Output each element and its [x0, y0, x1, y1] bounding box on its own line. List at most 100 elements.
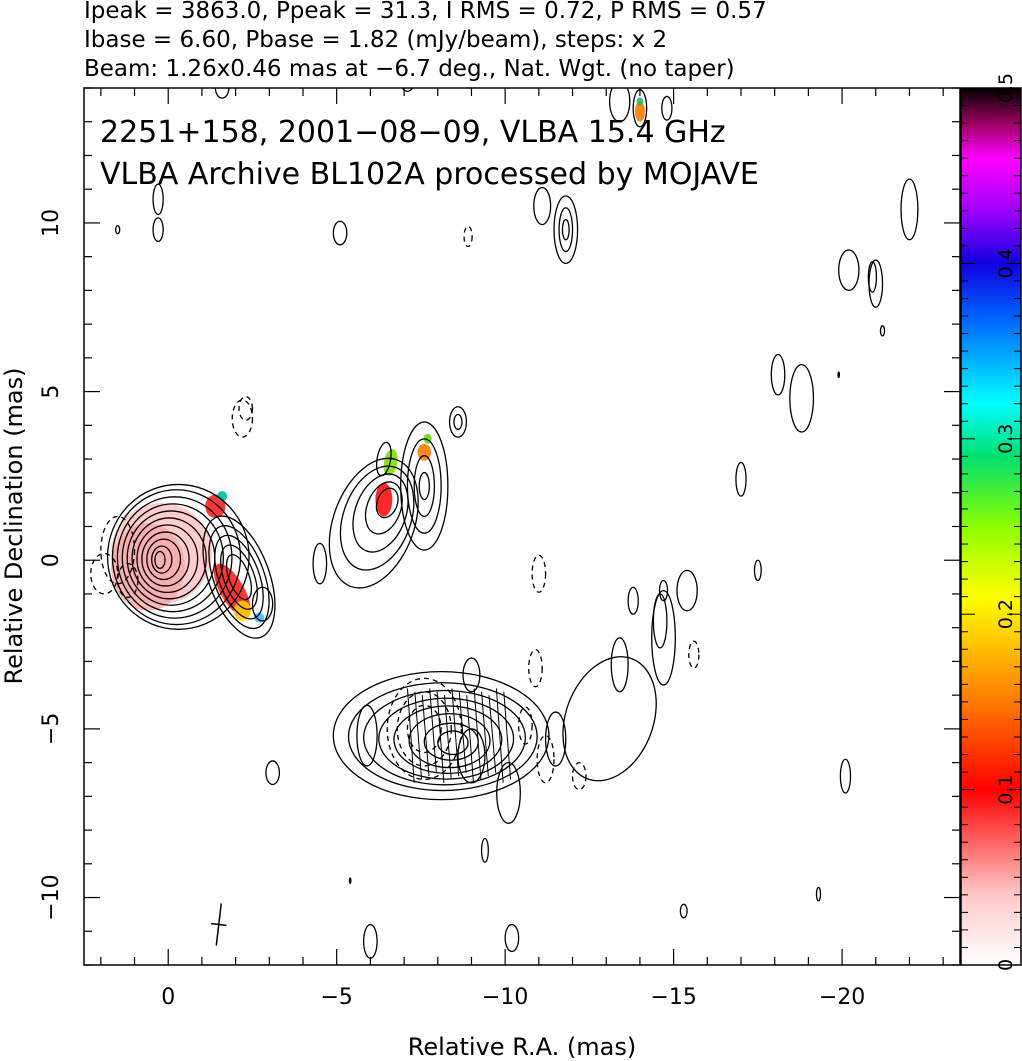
- header-line-3: Beam: 1.26x0.46 mas at −6.7 deg., Nat. W…: [84, 56, 735, 82]
- contour: [347, 682, 538, 792]
- contour: [214, 88, 230, 99]
- contour: [151, 545, 173, 574]
- contour: [533, 186, 552, 226]
- contour: [152, 183, 164, 216]
- contour: [332, 670, 550, 801]
- negative-contour: [463, 225, 473, 248]
- contour: [332, 220, 348, 246]
- colorbar-tick-label: 0.2: [995, 599, 1017, 629]
- header-line-1: Ipeak = 3863.0, Ppeak = 31.3, I RMS = 0.…: [84, 0, 767, 24]
- contour: [558, 207, 574, 253]
- contour: [339, 465, 415, 571]
- contour: [106, 483, 250, 630]
- contour: [770, 353, 786, 396]
- plot-title-line-2: VLBA Archive BL102A processed by MOJAVE: [100, 157, 759, 192]
- contour: [753, 559, 762, 582]
- contour: [116, 496, 233, 619]
- contour: [437, 730, 469, 756]
- contour: [121, 503, 225, 613]
- contour: [364, 481, 403, 535]
- contour: [679, 903, 688, 919]
- contour: [375, 441, 392, 477]
- colorbar-tick-label: 0.4: [995, 248, 1017, 278]
- contour: [111, 489, 242, 626]
- beam-minor-axis: [210, 922, 227, 927]
- contour: [356, 704, 378, 767]
- contour: [136, 524, 199, 594]
- negative-contour: [238, 396, 254, 421]
- y-axis-label: Relative Declination (mas): [0, 367, 28, 684]
- x-axis-label: Relative R.A. (mas): [408, 1033, 636, 1061]
- y-tick-label: 0: [39, 553, 64, 567]
- contour: [208, 525, 270, 630]
- contour: [457, 728, 486, 784]
- contour-hatch: [414, 691, 423, 780]
- contour-hatch: [421, 695, 430, 777]
- contour: [608, 88, 631, 123]
- contour: [504, 923, 520, 953]
- negative-contour: [517, 706, 533, 745]
- negative-contour: [406, 704, 442, 754]
- y-tick-label: −5: [39, 713, 64, 745]
- contour: [544, 711, 567, 767]
- contour: [408, 713, 491, 769]
- polarization-patch: [254, 612, 265, 623]
- contour: [251, 586, 274, 622]
- contour: [225, 554, 253, 601]
- contour: [115, 224, 121, 235]
- y-tick-label: 10: [39, 209, 64, 237]
- polarization-patch: [634, 101, 645, 122]
- x-tick-label: −10: [482, 985, 528, 1010]
- contour-hatch: [406, 688, 415, 783]
- contour: [562, 656, 657, 782]
- negative-contour: [396, 691, 452, 767]
- contour: [838, 249, 860, 292]
- contour-hatch: [488, 695, 497, 773]
- contour: [462, 657, 481, 693]
- contour: [362, 689, 527, 786]
- contour: [610, 637, 629, 693]
- polarization-patch: [233, 600, 251, 621]
- x-tick-label: −15: [650, 985, 696, 1010]
- contour: [815, 886, 822, 902]
- contour: [676, 569, 698, 612]
- contour: [448, 406, 468, 438]
- contour: [837, 371, 841, 379]
- contour: [867, 261, 878, 293]
- contour: [480, 837, 489, 863]
- contour: [378, 697, 515, 780]
- contour: [312, 542, 328, 585]
- contour: [789, 363, 815, 433]
- negative-contour: [231, 399, 254, 438]
- colorbar: [960, 87, 1022, 966]
- contour-hatch: [451, 688, 460, 777]
- contour: [561, 218, 570, 241]
- contour-hatch: [481, 691, 489, 777]
- colorbar-tick-label: 0.3: [995, 424, 1017, 454]
- contour: [328, 457, 419, 589]
- contour: [265, 760, 281, 786]
- contour: [348, 877, 352, 885]
- negative-contour: [571, 761, 587, 791]
- contour-hatch: [473, 688, 482, 780]
- header-line-2: Ibase = 6.60, Pbase = 1.82 (mJy/beam), s…: [84, 27, 667, 53]
- contour: [418, 471, 430, 501]
- contour: [879, 325, 886, 337]
- contour: [627, 586, 639, 615]
- negative-contour: [531, 554, 547, 593]
- contour: [453, 413, 463, 430]
- negative-contour: [528, 648, 543, 688]
- contour: [131, 517, 207, 600]
- contour: [406, 438, 442, 534]
- contour: [146, 538, 182, 581]
- contour-hatch: [436, 691, 445, 783]
- contour: [152, 217, 164, 243]
- contour: [413, 455, 436, 517]
- colorbar-tick-label: 0.1: [995, 774, 1017, 804]
- negative-contour: [90, 552, 119, 595]
- contour: [202, 515, 276, 639]
- colorbar-ticks: 0 0.1 0.2 0.3 0.4 0.5: [961, 73, 1021, 971]
- colorbar-tick-label: 0.5: [995, 73, 1017, 103]
- contour: [400, 421, 449, 551]
